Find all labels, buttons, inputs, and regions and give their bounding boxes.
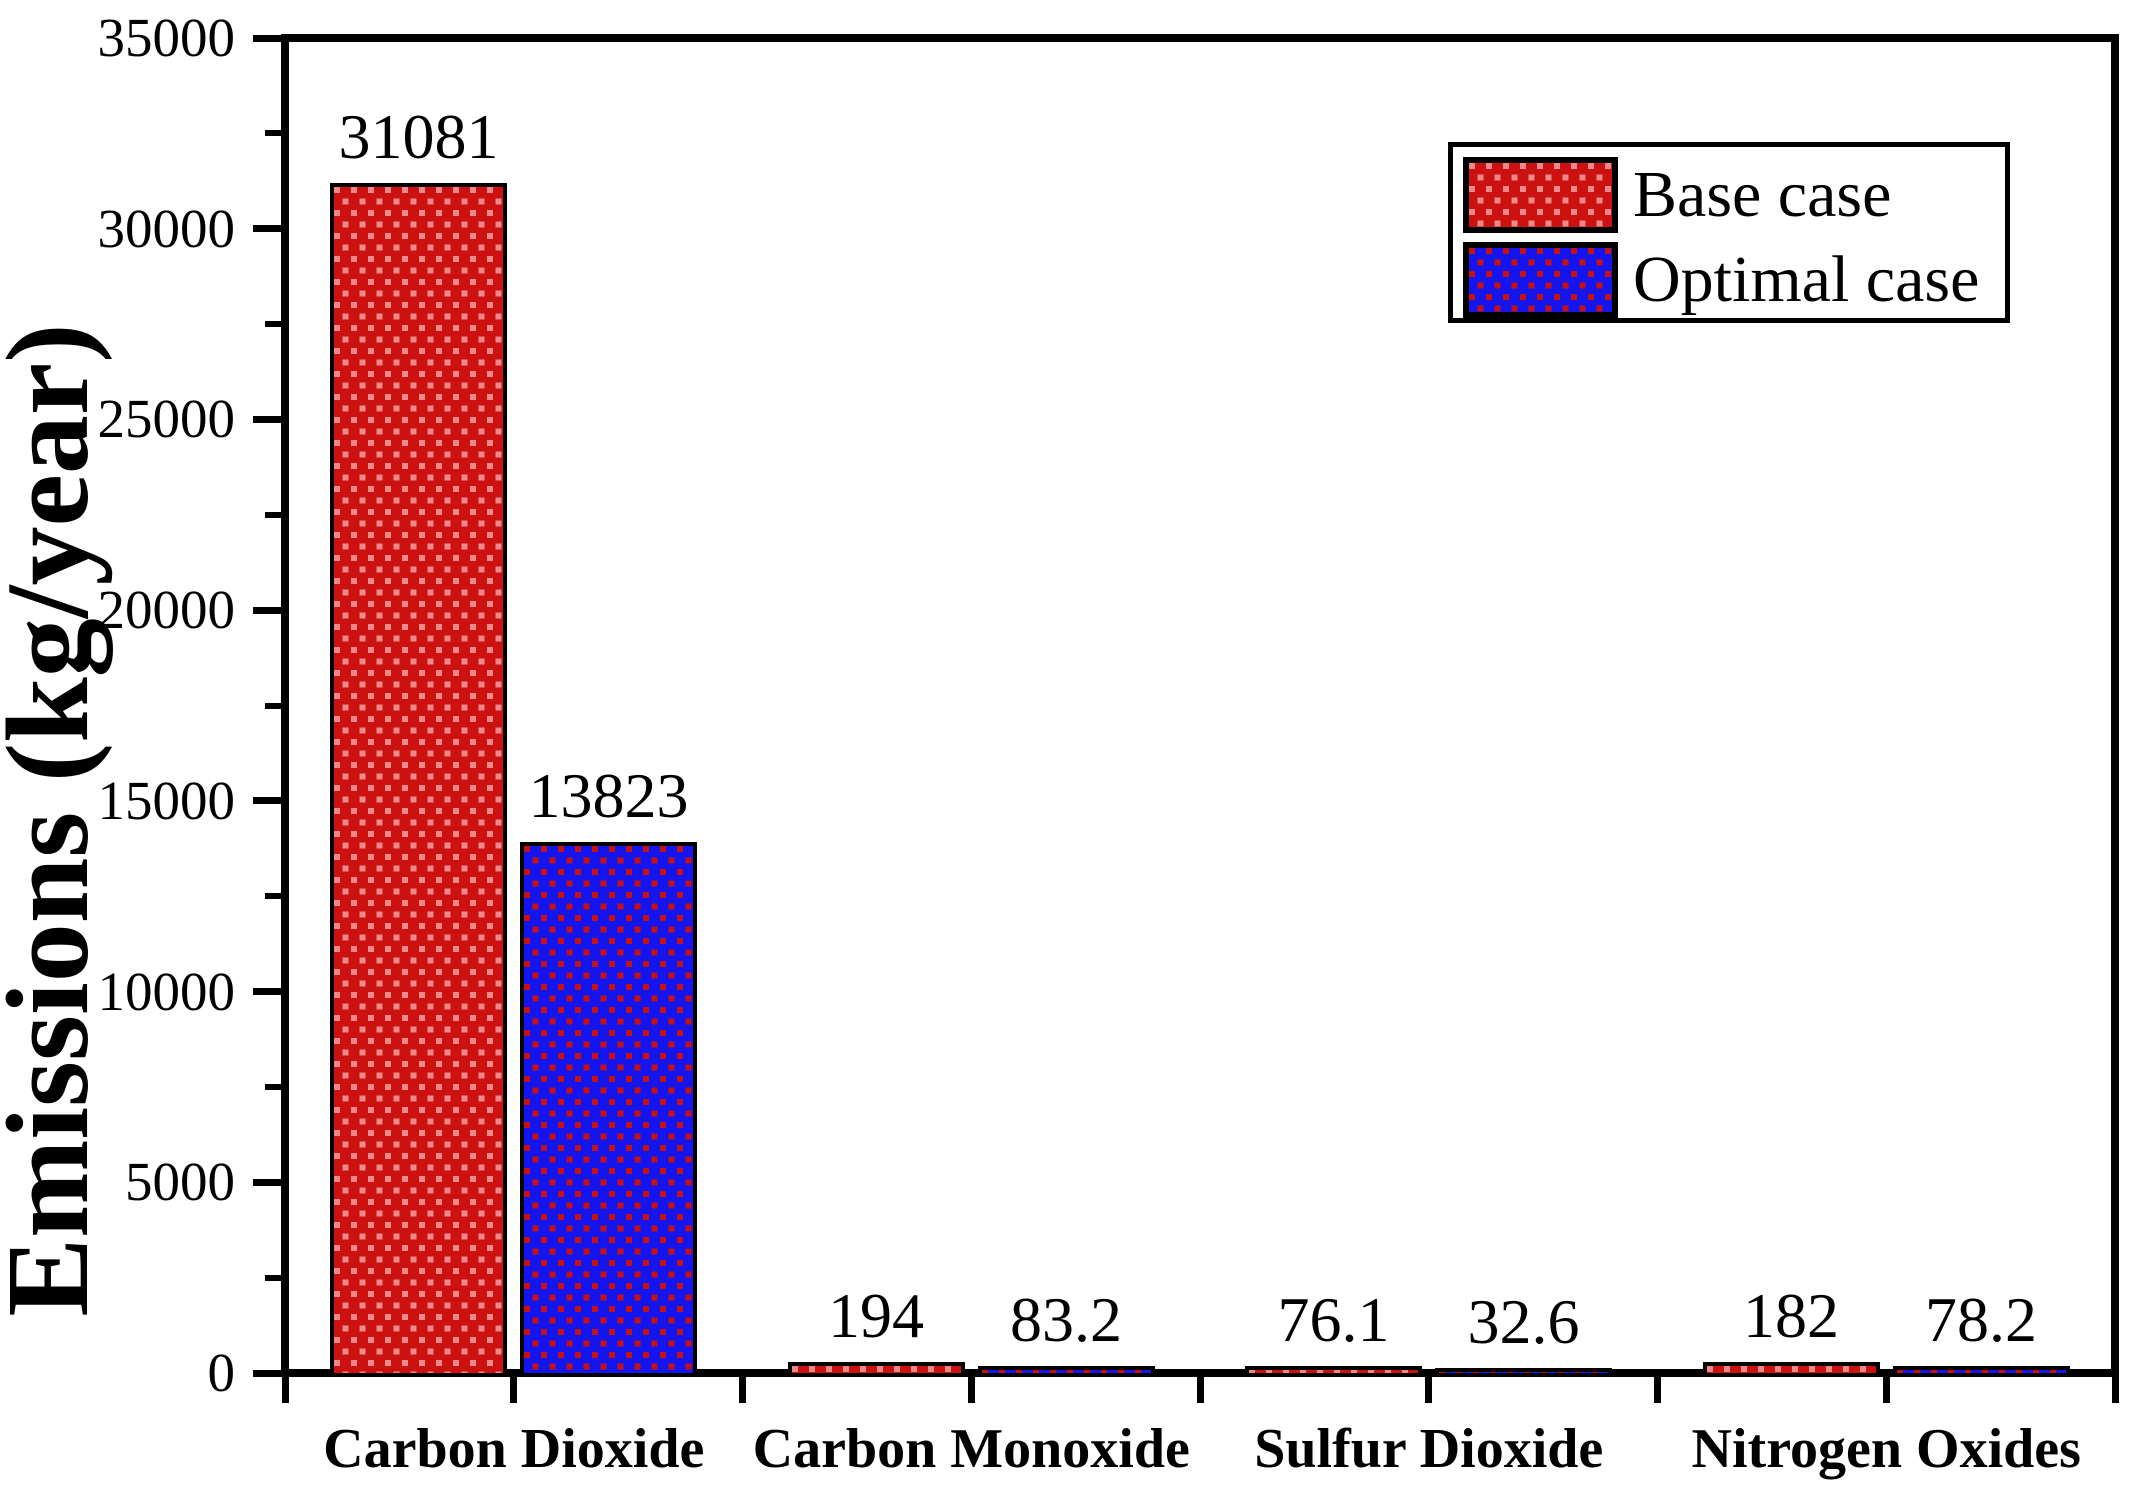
bar-value-label: 32.6 [1467, 1285, 1580, 1357]
bar-optimal-case-nitrogen-oxides [1892, 1366, 2070, 1377]
category-label: Sulfur Dioxide [1254, 1418, 1604, 1480]
y-tick-label: 15000 [97, 769, 236, 831]
bar-base-case-carbon-monoxide [787, 1361, 965, 1377]
x-axis-tick [510, 1377, 518, 1403]
bar-value-label: 194 [828, 1279, 924, 1351]
plot-frame [281, 34, 2119, 1377]
plot-area: 0 5000 10000 15000 20000 25000 30000 35000 Carbo… [98, 8, 2119, 1479]
x-axis-tick [281, 1377, 289, 1403]
y-tick-label: 5000 [125, 1151, 235, 1213]
legend-label: Optimal case [1633, 243, 1980, 316]
x-axis-tick [1654, 1377, 1661, 1403]
y-axis-minor-tick [265, 1083, 281, 1090]
category-label: Nitrogen Oxides [1691, 1418, 2081, 1480]
y-tick-label: 30000 [97, 197, 236, 259]
bar-value-label: 182 [1743, 1280, 1839, 1352]
bar-optimal-case-carbon-dioxide [520, 841, 697, 1377]
x-axis-tick [1196, 1377, 1204, 1403]
bar-optimal-case-sulfur-dioxide [1435, 1367, 1612, 1377]
y-axis-minor-tick [265, 1274, 281, 1281]
bar-value-label: 13823 [528, 759, 689, 831]
legend: Base case Optimal case [1448, 142, 2010, 323]
y-axis-major-tick [253, 1178, 281, 1186]
bar-value-label: 76.1 [1277, 1284, 1390, 1356]
bar-base-case-nitrogen-oxides [1702, 1362, 1880, 1377]
y-tick-label: 35000 [97, 7, 236, 68]
y-axis-minor-tick [265, 893, 281, 900]
y-axis-major-tick [253, 225, 281, 233]
bar-base-case-sulfur-dioxide [1245, 1366, 1422, 1377]
legend-label: Base case [1633, 158, 1892, 231]
x-axis-tick [1425, 1377, 1433, 1403]
y-tick-label: 0 [207, 1342, 236, 1403]
x-axis-tick [739, 1377, 746, 1403]
y-axis-major-tick [253, 1369, 281, 1377]
bar-value-label: 31081 [338, 101, 499, 173]
y-tick-label: 25000 [97, 388, 236, 450]
x-axis-tick [1882, 1377, 1890, 1403]
bar-value-label: 78.2 [1925, 1284, 2037, 1356]
y-axis-minor-tick [265, 130, 281, 137]
bar-optimal-case-carbon-monoxide [977, 1365, 1155, 1377]
y-axis-major-tick [253, 606, 281, 614]
legend-swatch-optimal-case [1463, 242, 1618, 318]
y-tick-label: 20000 [97, 579, 236, 641]
y-axis-major-tick [253, 797, 281, 805]
category-label: Carbon Monoxide [752, 1418, 1190, 1480]
y-axis-minor-tick [265, 702, 281, 709]
bar-value-label: 83.2 [1010, 1283, 1122, 1355]
bar-base-case-carbon-dioxide [330, 183, 507, 1377]
y-axis-minor-tick [265, 321, 281, 328]
y-axis-major-tick [253, 988, 281, 996]
legend-swatch-base-case [1463, 157, 1618, 233]
y-axis-major-tick [253, 415, 281, 423]
y-tick-label: 10000 [97, 960, 236, 1022]
y-axis-major-tick [253, 34, 281, 42]
x-axis-tick [967, 1377, 975, 1403]
x-axis-tick [2111, 1377, 2119, 1403]
y-axis-minor-tick [265, 511, 281, 518]
category-label: Carbon Dioxide [323, 1418, 705, 1480]
